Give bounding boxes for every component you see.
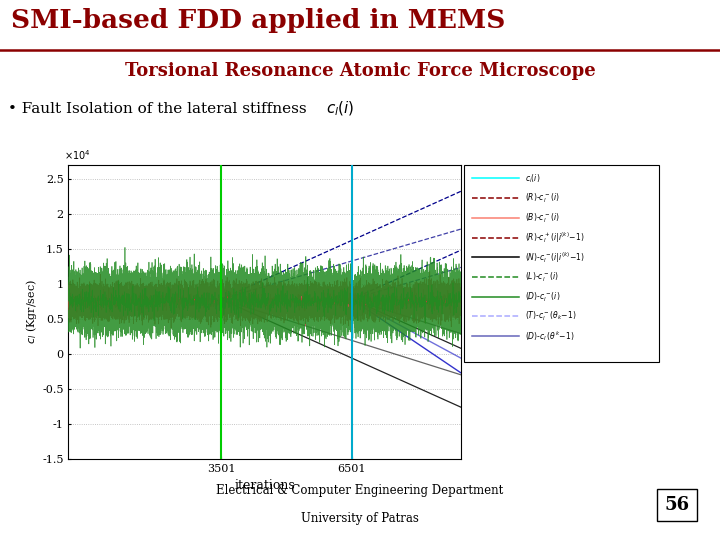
Text: • Fault Isolation of the lateral stiffness: • Fault Isolation of the lateral stiffne…	[8, 102, 311, 116]
Text: Torsional Resonance Atomic Force Microscope: Torsional Resonance Atomic Force Microsc…	[125, 62, 595, 80]
Text: $(L)\text{-}c_l^-(i)$: $(L)\text{-}c_l^-(i)$	[525, 271, 559, 284]
Text: $(R)\text{-}c_l^+(i|i^{(k)}\!-\!1)$: $(R)\text{-}c_l^+(i|i^{(k)}\!-\!1)$	[525, 230, 584, 245]
Text: $c_l(i)$: $c_l(i)$	[325, 99, 354, 118]
Text: $(R)\text{-}c_l^-(i)$: $(R)\text{-}c_l^-(i)$	[525, 192, 559, 205]
Text: $(N)\text{-}c_l^-(i|i^{(k)}\!-\!1)$: $(N)\text{-}c_l^-(i|i^{(k)}\!-\!1)$	[525, 250, 585, 265]
Text: $(T)\text{-}c_l^-(\theta_k\!-\!1)$: $(T)\text{-}c_l^-(\theta_k\!-\!1)$	[525, 310, 577, 323]
Text: $(D)\text{-}c_l\,(\theta^k\!-\!1)$: $(D)\text{-}c_l\,(\theta^k\!-\!1)$	[525, 329, 574, 343]
Text: Electrical & Computer Engineering Department: Electrical & Computer Engineering Depart…	[217, 484, 503, 497]
Text: $\times 10^4$: $\times 10^4$	[65, 148, 91, 162]
Y-axis label: $c_l$ (Kgr/sec): $c_l$ (Kgr/sec)	[24, 279, 40, 345]
Text: $c_l(i)$: $c_l(i)$	[525, 172, 540, 185]
Text: University of Patras: University of Patras	[301, 512, 419, 525]
Text: 56: 56	[665, 496, 689, 514]
X-axis label: iterations: iterations	[234, 480, 295, 492]
Text: SMI-based FDD applied in MEMS: SMI-based FDD applied in MEMS	[11, 8, 505, 33]
Text: $(D)\text{-}c_l^-(i)$: $(D)\text{-}c_l^-(i)$	[525, 290, 560, 303]
Text: $(B)\text{-}c_l^-(i)$: $(B)\text{-}c_l^-(i)$	[525, 211, 559, 225]
